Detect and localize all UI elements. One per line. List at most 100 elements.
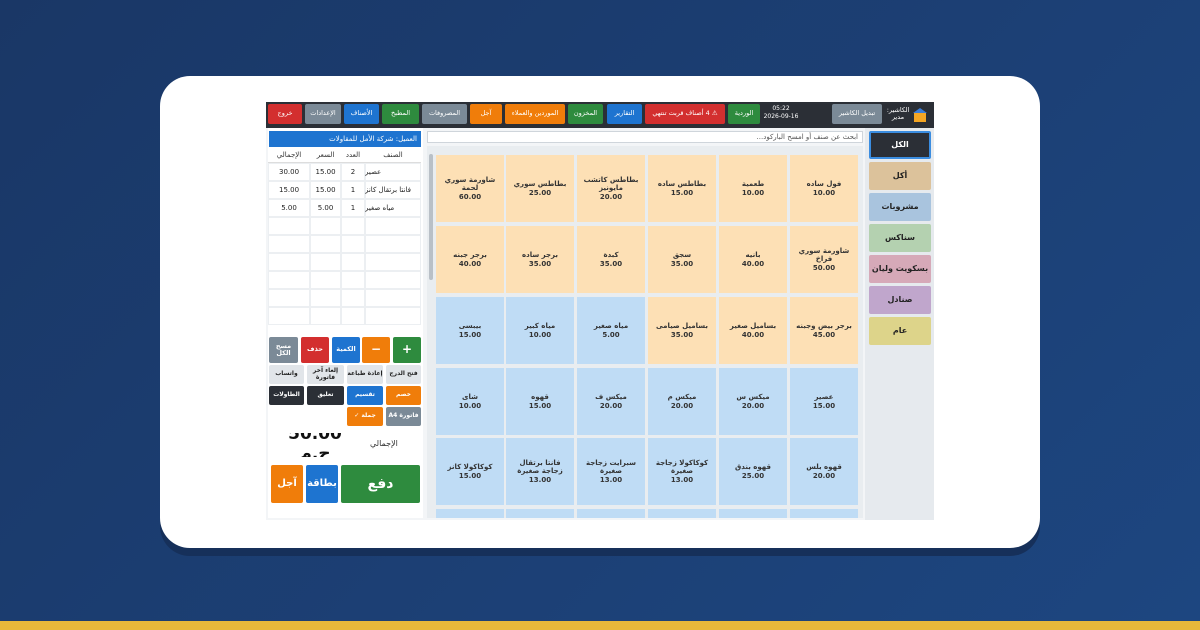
action-button[interactable]: إلغاء آخر فاتورة	[307, 365, 344, 384]
product-tile[interactable]: قهوه بندق 25.00	[719, 438, 787, 505]
clock-time: 05:22	[772, 105, 790, 113]
action-button[interactable]: تقسيم	[347, 386, 383, 405]
search-box[interactable]: ابحث عن صنف أو امسح الباركود...	[427, 131, 863, 143]
cart-cell-bg	[268, 271, 310, 289]
product-price: 40.00	[741, 330, 765, 339]
switch-cashier-button[interactable]: تبديل الكاشير	[832, 104, 882, 124]
top-bar-button[interactable]: التقارير	[607, 104, 642, 124]
action-button[interactable]: +	[393, 337, 421, 363]
top-bar-button[interactable]: خروج	[268, 104, 302, 124]
action-button[interactable]: الكمية	[332, 337, 360, 363]
product-name: قهوه بندق	[735, 463, 771, 472]
product-tile[interactable]: بطاطس سوري 25.00	[506, 155, 574, 222]
category-button[interactable]: مشروبات	[869, 193, 931, 221]
action-button[interactable]: واتساب	[269, 365, 304, 384]
product-price: 10.00	[741, 188, 765, 197]
top-bar-button[interactable]: المطبخ	[382, 104, 419, 124]
action-button[interactable]: خصم	[386, 386, 421, 405]
top-bar-button[interactable]: الموردين والعملاء	[505, 104, 565, 124]
product-price: 45.00	[812, 330, 836, 339]
product-name: ميكس م	[667, 393, 697, 402]
product-tile[interactable]: شاورمة سوري فراخ 50.00	[790, 226, 858, 293]
product-name: كوكاكولا كانز	[447, 463, 493, 472]
cart-cell: 2	[350, 167, 356, 176]
top-bar-button[interactable]: ⚠ 4 أصناف قربت تنتهي	[645, 104, 725, 124]
product-name: قهوه	[531, 393, 549, 402]
product-tile[interactable]: كبدة 35.00	[577, 226, 645, 293]
action-button[interactable]: جملة ✓	[347, 407, 383, 426]
product-tile[interactable]: قهوه 15.00	[506, 368, 574, 435]
product-tile[interactable]: كوكاكولا كانز 15.00	[436, 438, 504, 505]
product-tile[interactable]: سبرايت زجاجة صغيرة 13.00	[577, 438, 645, 505]
product-name: فول ساده	[806, 180, 842, 189]
action-button[interactable]: حذف	[301, 337, 329, 363]
cart-cell-bg	[341, 307, 365, 325]
cart-header: الإجمالي	[268, 149, 310, 163]
product-tile[interactable]: عصير 15.00	[790, 368, 858, 435]
top-bar-button[interactable]: المخزون	[568, 104, 603, 124]
product-tile[interactable]: بساميل صغير 40.00	[719, 297, 787, 364]
product-tile[interactable]: ميكس م 20.00	[648, 368, 716, 435]
product-tile[interactable]: قهوه بلس 20.00	[790, 438, 858, 505]
product-tile[interactable]: طعمية 10.00	[719, 155, 787, 222]
product-tile[interactable]: شاورمة سوري لحمة 60.00	[436, 155, 504, 222]
category-button[interactable]: صنادل	[869, 286, 931, 314]
product-tile[interactable]: ميكس ف 20.00	[577, 368, 645, 435]
category-button[interactable]: أكل	[869, 162, 931, 190]
payment-button[interactable]: بطاقة	[306, 465, 338, 503]
product-tile[interactable]: مياه صغير 5.00	[577, 297, 645, 364]
top-bar-button[interactable]: المصروفات	[422, 104, 467, 124]
product-tile-partial	[577, 509, 645, 518]
payment-button[interactable]: آجل	[271, 465, 303, 503]
action-button[interactable]: الطاولات	[269, 386, 304, 405]
product-tile[interactable]: مياه كبير 10.00	[506, 297, 574, 364]
payment-button[interactable]: دفع	[341, 465, 420, 503]
product-tile[interactable]: برجر جبنه 40.00	[436, 226, 504, 293]
product-price: 13.00	[528, 475, 552, 484]
cart-cell-bg	[341, 271, 365, 289]
product-tile[interactable]: بانيه 40.00	[719, 226, 787, 293]
cart-cell-bg	[268, 163, 310, 181]
action-button[interactable]: إعادة طباعة	[347, 365, 383, 384]
product-name: بساميل صغير	[729, 322, 777, 331]
product-name: سبرايت زجاجة صغيرة	[586, 459, 636, 476]
cart-cell-bg	[268, 199, 310, 217]
product-tile[interactable]: فول ساده 10.00	[790, 155, 858, 222]
action-button[interactable]: مسح الكل	[269, 337, 298, 363]
top-bar-button[interactable]: الوردية	[728, 104, 760, 124]
action-button[interactable]: −	[362, 337, 390, 363]
product-tile[interactable]: برجر بيض وجبنه 45.00	[790, 297, 858, 364]
top-bar-button[interactable]: آجل	[470, 104, 502, 124]
cart-cell-bg	[310, 271, 341, 289]
top-bar-button[interactable]: الإعدادات	[305, 104, 341, 124]
category-button[interactable]: عام	[869, 317, 931, 345]
product-tile[interactable]: سجق 35.00	[648, 226, 716, 293]
product-tile[interactable]: كوكاكولا زجاجة صغيرة 13.00	[648, 438, 716, 505]
product-tile[interactable]: بطاطس ساده 15.00	[648, 155, 716, 222]
product-name: بطاطس ساده	[657, 180, 707, 189]
category-button[interactable]: الكل	[869, 131, 931, 159]
product-price: 25.00	[528, 188, 552, 197]
category-button[interactable]: بسكويت وليان	[869, 255, 931, 283]
product-tile[interactable]: ميكس س 20.00	[719, 368, 787, 435]
category-button[interactable]: سناكس	[869, 224, 931, 252]
action-button[interactable]: تعليق	[307, 386, 344, 405]
product-tile[interactable]: برجر ساده 35.00	[506, 226, 574, 293]
product-tile[interactable]: فانتا برتقال زجاجة صغيرة 13.00	[506, 438, 574, 505]
cart-cell-bg	[365, 289, 421, 307]
product-tile[interactable]: بطاطس كاتشب مايونيز 20.00	[577, 155, 645, 222]
product-tile-partial	[790, 509, 858, 518]
cart-cell: 1	[350, 185, 356, 194]
product-tile-partial	[719, 509, 787, 518]
cart-cell: 15.00	[278, 185, 300, 194]
product-price: 50.00	[812, 263, 836, 272]
product-tile[interactable]: بساميل صيامى 35.00	[648, 297, 716, 364]
action-button[interactable]: فتح الدرج	[386, 365, 421, 384]
product-tile[interactable]: شاى 10.00	[436, 368, 504, 435]
product-name: بانيه	[745, 251, 761, 260]
scrollbar	[429, 154, 433, 280]
top-bar-button[interactable]: الأصناف	[344, 104, 379, 124]
product-tile[interactable]: بيبسى 15.00	[436, 297, 504, 364]
action-button[interactable]: فاتورة A4	[386, 407, 421, 426]
